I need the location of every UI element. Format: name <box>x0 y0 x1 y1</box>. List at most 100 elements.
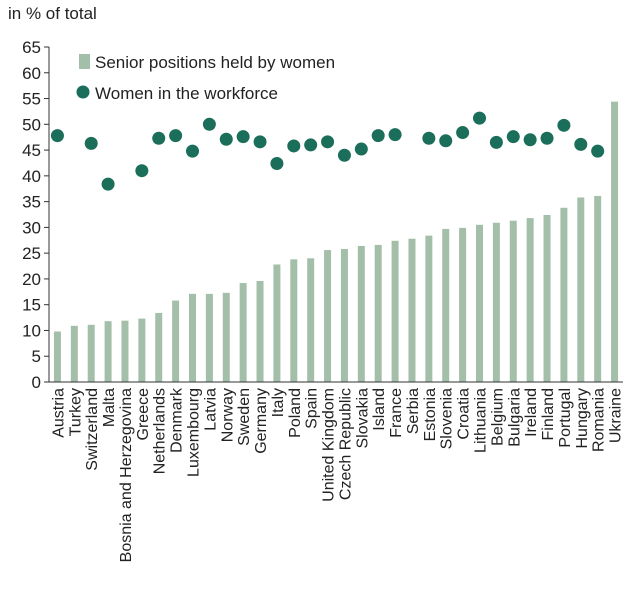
legend-bar-label: Senior positions held by women <box>95 53 335 72</box>
bar <box>425 235 433 382</box>
bar <box>70 325 78 382</box>
dot-series <box>50 111 605 191</box>
bar <box>357 245 365 382</box>
dot <box>253 135 267 149</box>
x-tick-label: Lithuania <box>473 388 490 453</box>
y-tick-label: 35 <box>22 193 41 212</box>
bar <box>374 244 382 382</box>
x-tick-label: Slovakia <box>354 388 371 449</box>
y-tick-label: 65 <box>22 38 41 57</box>
legend: Senior positions held by women Women in … <box>76 53 335 103</box>
y-tick-label: 30 <box>22 218 41 237</box>
y-tick-label: 20 <box>22 270 41 289</box>
bar <box>459 227 467 382</box>
dot <box>287 139 301 153</box>
x-tick-label: Norway <box>219 388 236 442</box>
dot <box>439 134 453 148</box>
dot <box>219 132 233 146</box>
x-tick-label: Denmark <box>169 387 186 453</box>
y-tick-label: 55 <box>22 90 41 109</box>
x-tick-label: Romania <box>591 388 608 452</box>
legend-dot-label: Women in the workforce <box>95 84 278 103</box>
dot <box>236 130 250 144</box>
dot <box>304 138 318 152</box>
y-tick-label: 5 <box>32 347 41 366</box>
dot <box>270 156 284 170</box>
y-axis: 0 5 10 15 20 25 30 35 40 45 50 55 60 65 <box>22 38 50 392</box>
x-tick-label: France <box>388 388 405 438</box>
dot <box>523 133 537 147</box>
bar <box>222 292 230 382</box>
dot <box>506 130 520 144</box>
x-tick-label: Bulgaria <box>506 388 523 447</box>
x-tick-label: Italy <box>270 388 287 417</box>
bar <box>53 331 61 382</box>
dot <box>135 164 149 178</box>
bar <box>577 197 585 382</box>
bar <box>442 228 450 382</box>
legend-dot-swatch <box>76 85 90 99</box>
bar <box>138 318 146 382</box>
dot <box>456 126 470 140</box>
y-tick-label: 40 <box>22 167 41 186</box>
bar <box>611 101 619 382</box>
x-tick-label: Ukraine <box>608 388 623 443</box>
x-tick-label: Slovenia <box>439 388 456 449</box>
y-tick-label: 0 <box>32 373 41 392</box>
bar <box>239 283 247 382</box>
bar <box>155 312 163 382</box>
bar <box>205 293 213 382</box>
dot <box>169 129 183 143</box>
bar <box>492 222 500 382</box>
bar <box>307 258 315 382</box>
bar <box>121 320 129 382</box>
x-tick-label: Estonia <box>422 388 439 441</box>
x-tick-label: Sweden <box>236 388 253 446</box>
y-tick-label: 10 <box>22 321 41 340</box>
bar <box>476 224 483 382</box>
dot <box>321 135 335 149</box>
x-tick-label: Luxembourg <box>186 388 203 477</box>
bar <box>87 324 95 382</box>
y-tick-label: 60 <box>22 64 41 83</box>
dot <box>337 148 351 162</box>
y-tick-label: 45 <box>22 141 41 160</box>
x-tick-label: Greece <box>135 388 152 441</box>
bar <box>526 218 534 382</box>
bar <box>560 207 568 382</box>
bar-series <box>53 101 619 382</box>
dot <box>388 128 402 142</box>
bar <box>290 259 298 382</box>
dot <box>557 118 571 132</box>
x-tick-label: Island <box>371 388 388 431</box>
bar <box>594 195 602 382</box>
dot <box>591 144 605 158</box>
x-tick-label: Netherlands <box>152 388 169 474</box>
x-tick-label: Ireland <box>523 388 540 437</box>
dot <box>202 117 216 131</box>
x-tick-label: Turkey <box>67 388 84 436</box>
x-tick-label: Serbia <box>405 388 422 434</box>
x-tick-label: United Kingdom <box>321 388 338 502</box>
bar <box>324 250 332 382</box>
dot <box>101 177 115 191</box>
bar <box>256 280 264 382</box>
dot <box>540 131 554 145</box>
x-tick-label: Malta <box>101 388 118 427</box>
dot <box>574 137 588 151</box>
x-tick-label: Hungary <box>574 388 591 448</box>
legend-bar-swatch <box>79 54 90 69</box>
dot <box>50 129 64 143</box>
x-tick-label: Portugal <box>557 388 574 448</box>
bar <box>408 238 416 382</box>
y-tick-label: 50 <box>22 115 41 134</box>
x-axis: Austria Turkey Switzerland Malta Bosnia and … <box>49 381 623 562</box>
x-tick-label: Croatia <box>456 388 473 440</box>
unit-label: in % of total <box>8 4 97 23</box>
x-tick-label: Czech Republic <box>337 388 354 500</box>
dot <box>152 131 166 145</box>
dot <box>473 111 486 125</box>
x-tick-label: Germany <box>253 388 270 454</box>
bar <box>273 264 281 382</box>
